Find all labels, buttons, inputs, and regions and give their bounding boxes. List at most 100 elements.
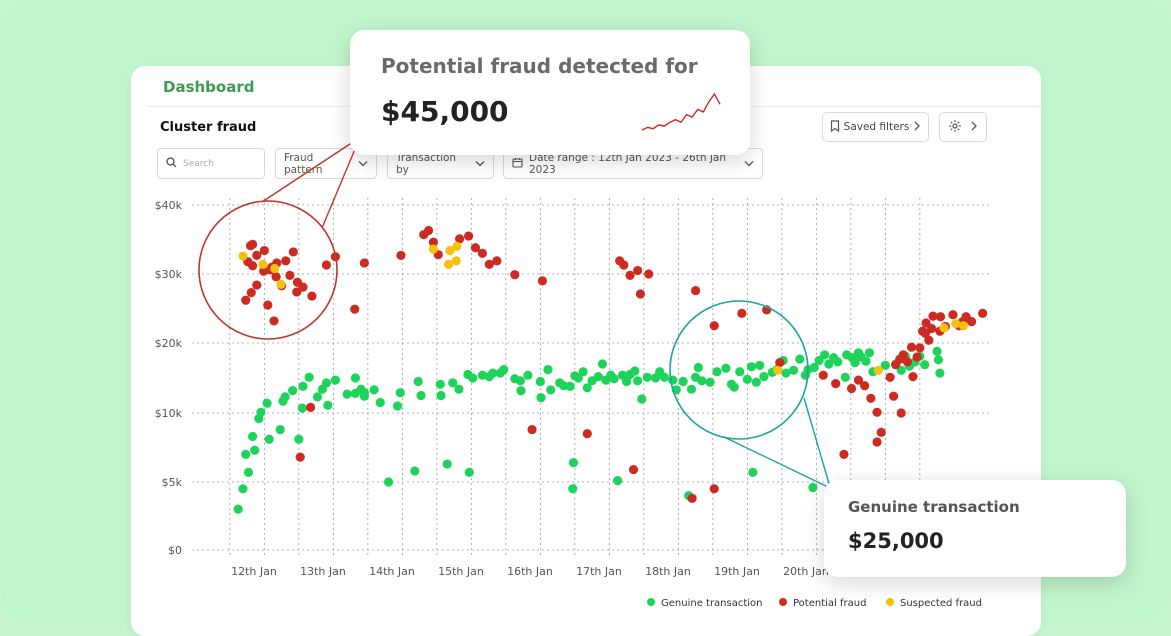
potential-fraud-point [455,234,465,244]
fraud-connector-line [321,141,359,229]
legend-marker [779,598,787,606]
genuine-point [568,484,578,494]
potential-fraud-point [967,317,977,327]
fraud-callout: Potential fraud detected for $45,000 [350,30,750,155]
fraud-pattern-dropdown[interactable]: Fraud pattern [275,148,377,179]
potential-fraud-point [691,285,701,296]
potential-fraud-point [396,250,406,260]
fraud-cluster-circle [198,200,338,340]
genuine-point [880,360,890,370]
x-tick-label: 17th Jan [576,565,622,578]
genuine-point [721,363,731,373]
genuine-point [323,400,333,410]
genuine-point [630,366,640,376]
genuine-point [751,377,761,387]
settings-button[interactable] [939,112,987,142]
potential-fraud-point [463,231,474,241]
genuine-point [280,392,290,402]
genuine-point [840,372,850,382]
genuine-point [795,354,805,364]
suspected-fraud-point [873,365,884,375]
potential-fraud-point [921,318,931,328]
suspected-fraud-point [451,256,461,266]
genuine-point [686,384,697,394]
potential-fraud-point [245,241,256,251]
suspected-fraud-point [773,365,783,375]
potential-fraud-point [872,407,882,417]
potential-fraud-point [248,261,258,271]
genuine-point [416,390,426,401]
potential-fraud-point [898,350,908,360]
potential-fraud-point [889,391,899,401]
potential-fraud-point [298,282,308,292]
potential-fraud-point [527,424,537,435]
potential-fraud-point [635,289,646,299]
genuine-point [705,377,715,387]
genuine-connector-line [723,436,829,488]
genuine-point [920,360,930,370]
section-title: Cluster fraud [160,120,257,135]
suspected-fraud-point [951,319,961,329]
genuine-point [275,424,285,435]
suspected-fraud-point [452,241,462,251]
genuine-point [515,376,525,386]
potential-fraud-point [246,288,256,298]
potential-fraud-point [860,381,870,391]
genuine-point [735,367,745,377]
genuine-point [250,445,260,455]
chart-legend: Genuine transaction Potential fraud Suspec… [647,598,982,609]
x-tick-label: 19th Jan [714,565,760,578]
genuine-point [350,373,361,383]
genuine-point [693,362,703,373]
genuine-point [248,431,258,442]
potential-fraud-point [912,352,922,362]
potential-fraud-point [305,402,316,412]
potential-fraud-point [307,291,317,301]
search-input[interactable]: Search [157,148,265,179]
y-tick-label: $20k [155,337,183,350]
genuine-point [864,348,875,358]
saved-filters-button[interactable]: Saved filters [822,112,929,142]
potential-fraud-point [619,260,629,270]
potential-fraud-point [241,295,251,305]
sparkline-line [641,92,721,131]
genuine-point [477,370,487,380]
x-tick-label: 13th Jan [300,565,346,578]
genuine-point [488,368,498,378]
genuine-point [241,449,251,459]
gear-icon [948,119,962,136]
potential-fraud-point [885,372,895,382]
genuine-point [523,370,533,380]
y-tick-label: $40k [155,199,183,212]
x-tick-label: 15th Jan [438,565,484,578]
genuine-point [642,372,652,382]
potential-fraud-point [259,245,269,256]
potential-fraud-point [285,270,295,280]
calendar-icon [512,157,523,171]
chart-points [233,225,988,514]
potential-fraud-point [915,343,925,353]
potential-fraud-point [492,256,502,266]
saved-filters-label: Saved filters [843,121,910,133]
genuine-point [304,372,314,382]
genuine-point [697,376,707,386]
genuine-point [609,374,619,384]
genuine-point [468,373,478,383]
legend-label: Potential fraud [793,598,866,609]
x-tick-label: 18th Jan [645,565,691,578]
genuine-point [546,385,556,395]
suspected-fraud-point [958,321,968,331]
suspected-fraud-point [445,245,455,256]
potential-fraud-point [484,259,494,269]
search-placeholder: Search [183,158,214,169]
legend-label: Suspected fraud [900,598,982,609]
genuine-point [454,384,464,394]
potential-fraud-point [510,270,520,280]
potential-fraud-point [263,300,273,310]
genuine-point [516,386,526,396]
y-tick-label: $30k [155,268,183,281]
potential-fraud-point [737,308,747,318]
suspected-fraud-point [276,279,286,289]
genuine-point [392,401,403,411]
genuine-point [359,388,369,398]
